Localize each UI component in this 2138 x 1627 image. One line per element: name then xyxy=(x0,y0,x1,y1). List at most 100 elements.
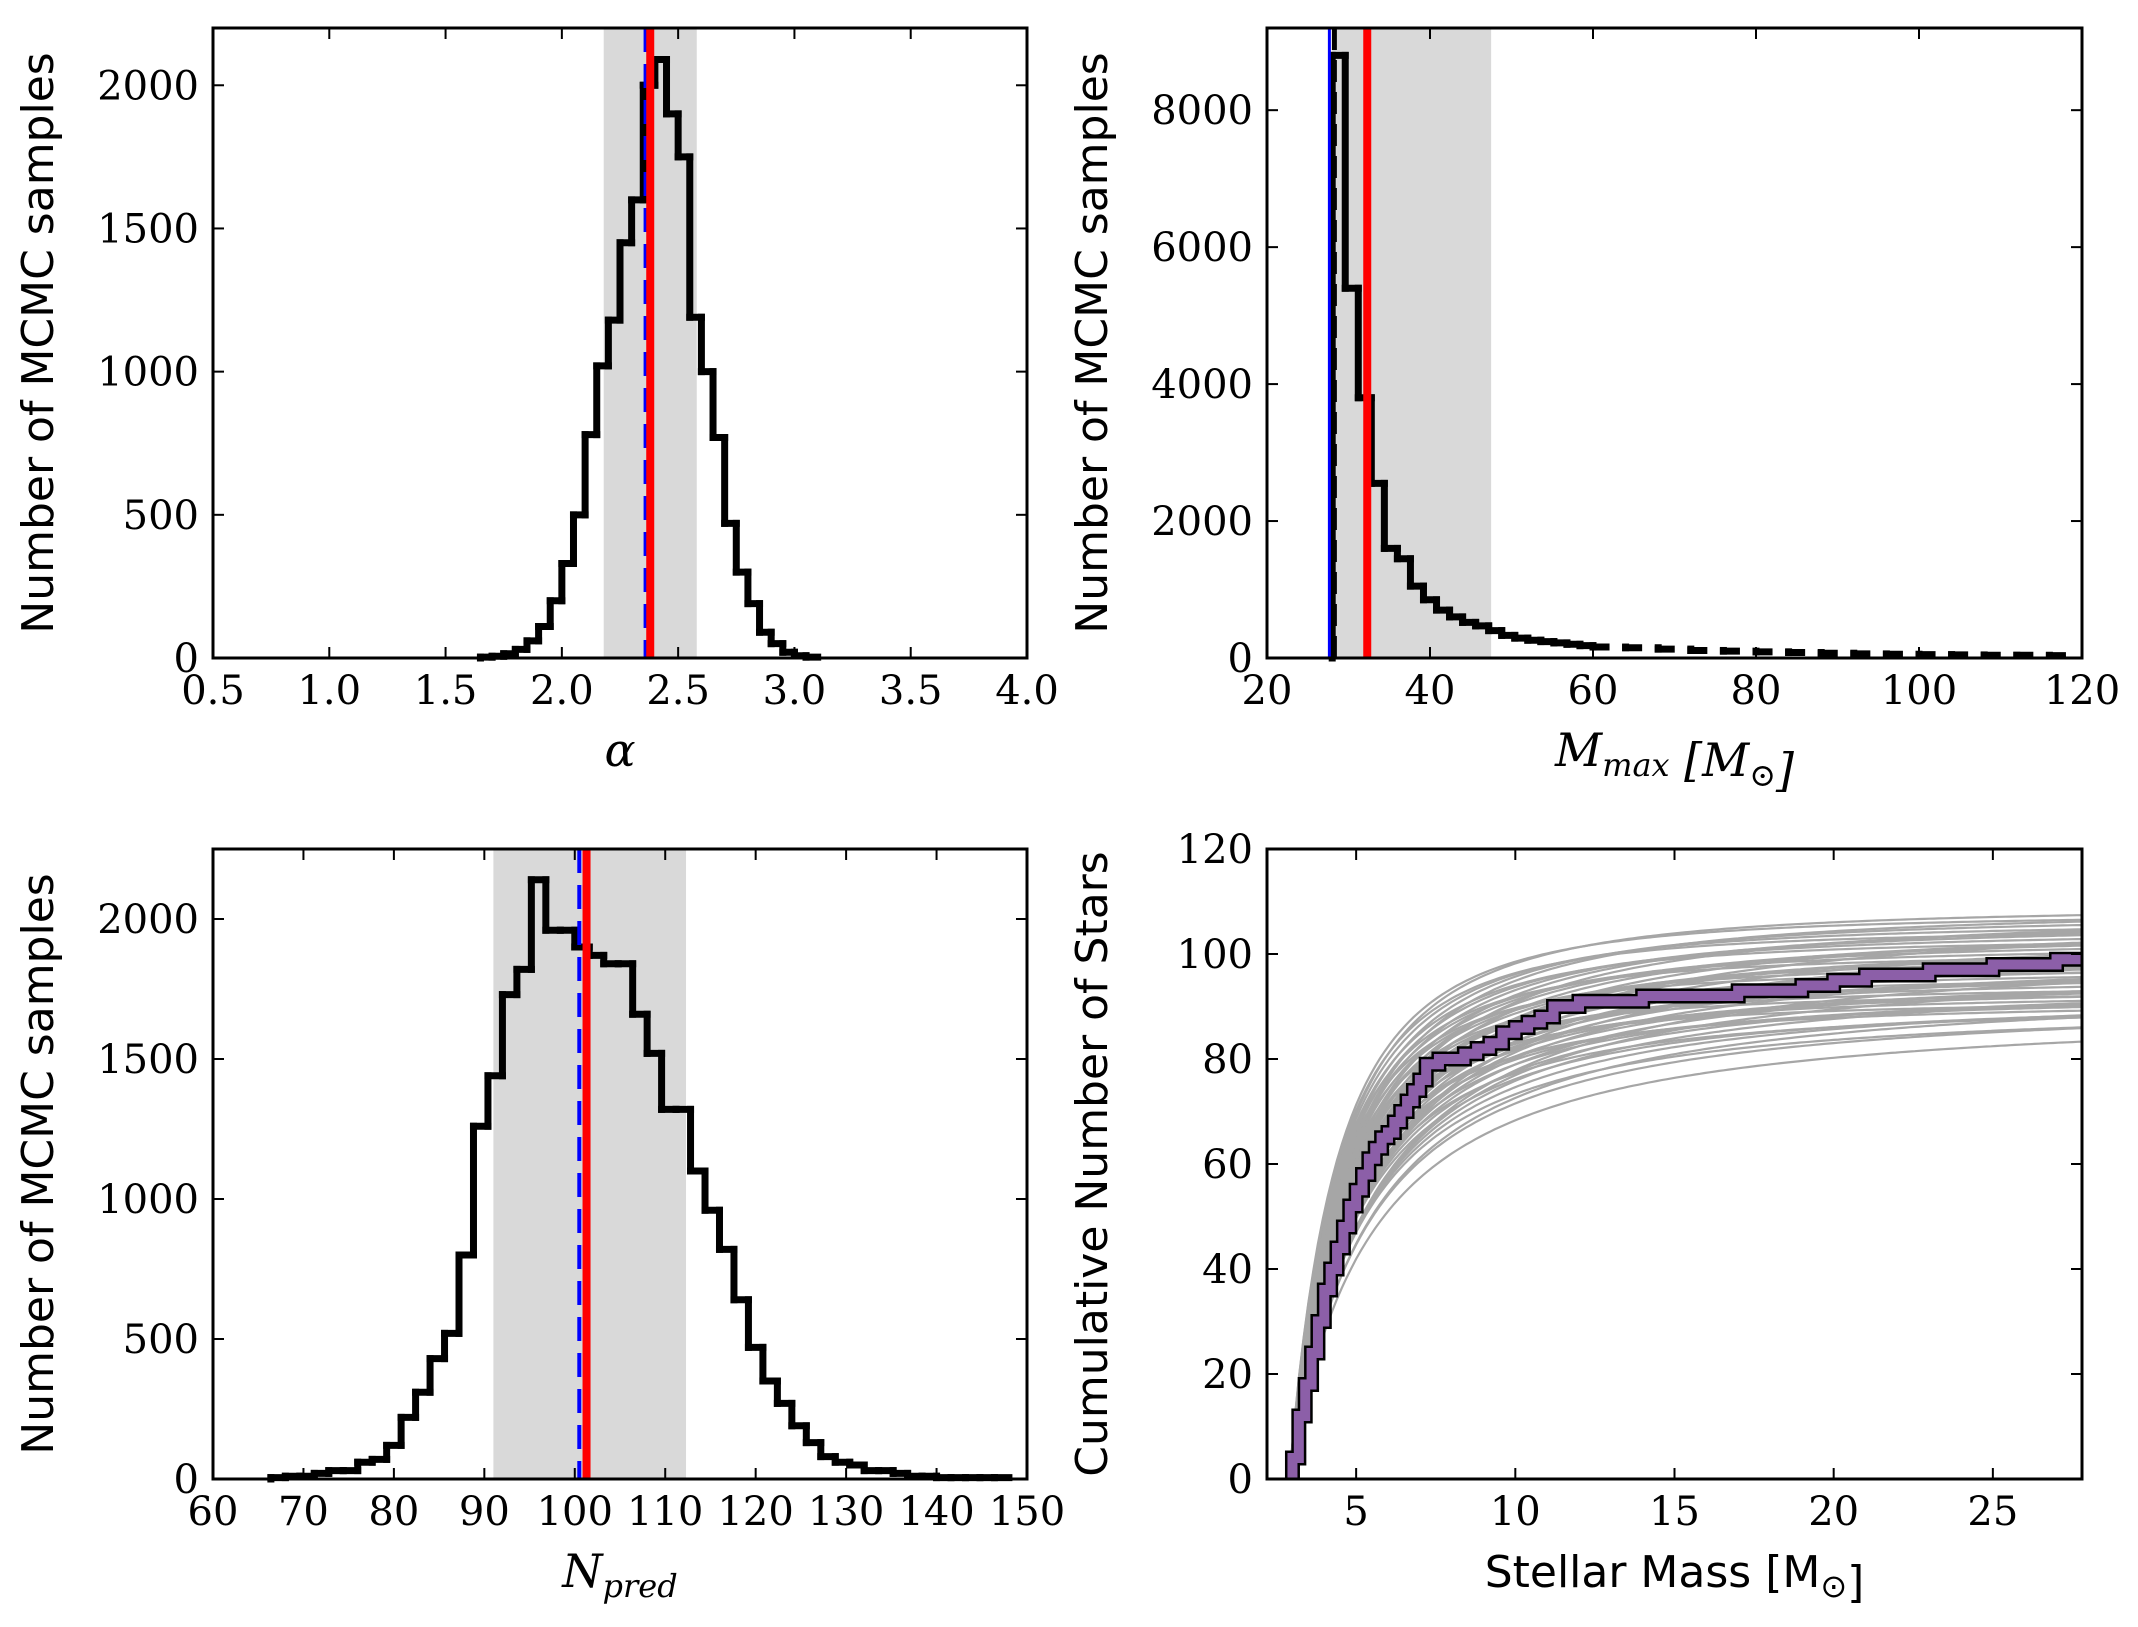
cumulative-y-tick-label: 80 xyxy=(1202,1037,1253,1083)
npred-x-tick-label: 150 xyxy=(989,1489,1065,1535)
cumulative-y-tick-label: 20 xyxy=(1202,1352,1253,1398)
alpha-x-tick-label: 1.5 xyxy=(414,668,478,714)
label-subscript: max xyxy=(1602,746,1669,784)
cumulative-model-curve xyxy=(1288,947,2082,1479)
cumulative-y-tick-label: 100 xyxy=(1177,932,1253,978)
alpha-x-axis-label: α xyxy=(604,723,635,777)
npred-y-tick-label: 500 xyxy=(123,1317,199,1363)
alpha-x-tick-label: 4.0 xyxy=(995,668,1059,714)
npred-x-axis-label: Npred xyxy=(561,1544,677,1605)
cumulative-y-tick-label: 120 xyxy=(1177,827,1253,873)
cumulative-axes-frame xyxy=(1265,847,2084,1481)
alpha-y-axis-label: Number of MCMC samples xyxy=(13,52,64,633)
label-subscript: pred xyxy=(603,1567,678,1605)
label-text: ] xyxy=(1775,743,1794,797)
mmax-x-tick-label: 60 xyxy=(1568,668,1619,714)
cumulative-y-tick-label: 60 xyxy=(1202,1142,1253,1188)
panel-mmax-histogram: 20 40 60 80 100 120 0 2000 4000 6000 8000 Mmax [M⊙… xyxy=(1067,26,2120,797)
alpha-ticks: 0.5 1.0 1.5 2.0 2.5 3.0 3.5 4.0 0 500 1000 1500 2000 xyxy=(97,28,1059,714)
label-subscript: ⊙ xyxy=(1749,756,1776,794)
cumulative-model-curve xyxy=(1288,1016,2082,1479)
panel-npred-histogram: 60 70 80 90 100 110 120 130 140 15005001000150020… xyxy=(13,847,1065,1605)
label-text: N xyxy=(561,1544,604,1598)
npred-plot-layer xyxy=(267,849,1013,1483)
cumulative-model-curve xyxy=(1288,923,2082,1479)
cumulative-model-curve xyxy=(1288,937,2082,1479)
cumulative-model-curve xyxy=(1288,928,2082,1479)
npred-y-tick-label: 1500 xyxy=(97,1037,199,1083)
cumulative-model-curve xyxy=(1288,1040,2082,1479)
cumulative-plot-layer xyxy=(1284,914,2082,1479)
mmax-x-tick-label: 40 xyxy=(1405,668,1456,714)
alpha-y-tick-label: 500 xyxy=(123,493,199,539)
cumulative-y-tick-label: 0 xyxy=(1228,1457,1253,1503)
cumulative-model-curve xyxy=(1288,1026,2082,1479)
mmax-y-tick-label: 0 xyxy=(1228,636,1253,682)
cumulative-ticks: 5 10 15 20 25 0 20 40 60 80 100 120 xyxy=(1177,827,2082,1535)
cumulative-model-curve xyxy=(1288,942,2082,1479)
alpha-axes-frame xyxy=(211,26,1029,660)
alpha-x-tick-label: 3.0 xyxy=(763,668,827,714)
cumulative-model-curve xyxy=(1288,914,2082,1479)
mmax-y-tick-label: 2000 xyxy=(1151,499,1253,545)
mmax-plot-layer xyxy=(1327,28,2066,662)
label-subscript: ⊙ xyxy=(1820,1567,1847,1605)
cumulative-x-tick-label: 10 xyxy=(1490,1489,1541,1535)
mmax-x-tick-label: 100 xyxy=(1881,668,1957,714)
alpha-x-tick-label: 2.0 xyxy=(530,668,594,714)
npred-x-tick-label: 60 xyxy=(188,1489,239,1535)
cumulative-model-curve xyxy=(1288,933,2082,1479)
cumulative-x-tick-label: 20 xyxy=(1808,1489,1859,1535)
npred-axes-frame xyxy=(211,847,1029,1481)
alpha-y-tick-label: 2000 xyxy=(97,63,199,109)
mmax-y-tick-label: 8000 xyxy=(1151,88,1253,134)
alpha-y-tick-label: 0 xyxy=(174,636,199,682)
panel-cumulative-stars: 5 10 15 20 25 0 20 40 60 80 100 120 Stellar Mass [M… xyxy=(1067,827,2084,1608)
npred-y-axis-label: Number of MCMC samples xyxy=(13,873,64,1454)
mmax-axes-frame xyxy=(1265,26,2084,660)
alpha-x-tick-label: 0.5 xyxy=(181,668,245,714)
alpha-x-tick-label: 3.5 xyxy=(879,668,943,714)
cumulative-model-curve xyxy=(1288,952,2082,1479)
label-text: Stellar Mass [M xyxy=(1485,1547,1821,1598)
cumulative-model-curve xyxy=(1288,1009,2082,1479)
cumulative-y-tick-label: 40 xyxy=(1202,1247,1253,1293)
mmax-x-tick-label: 80 xyxy=(1731,668,1782,714)
label-text: [M xyxy=(1670,733,1752,787)
npred-x-tick-label: 100 xyxy=(537,1489,613,1535)
cumulative-x-tick-label: 5 xyxy=(1343,1489,1368,1535)
npred-x-tick-label: 130 xyxy=(808,1489,884,1535)
cumulative-model-curve xyxy=(1288,956,2082,1479)
mmax-x-tick-label: 120 xyxy=(2044,668,2120,714)
npred-x-tick-label: 70 xyxy=(278,1489,329,1535)
label-text: M xyxy=(1554,723,1604,777)
mmax-x-tick-label: 20 xyxy=(1242,668,1293,714)
cumulative-x-axis-label: Stellar Mass [M⊙] xyxy=(1485,1547,1865,1608)
alpha-y-tick-label: 1500 xyxy=(97,206,199,252)
npred-y-tick-label: 1000 xyxy=(97,1177,199,1223)
alpha-plot-layer xyxy=(476,28,822,662)
mmax-y-axis-label: Number of MCMC samples xyxy=(1067,52,1118,633)
npred-x-tick-label: 80 xyxy=(368,1489,419,1535)
mmax-y-tick-label: 4000 xyxy=(1151,362,1253,408)
alpha-x-tick-label: 2.5 xyxy=(646,668,710,714)
npred-y-tick-label: 2000 xyxy=(97,897,199,943)
cumulative-model-curve xyxy=(1288,1016,2082,1479)
cumulative-model-curve xyxy=(1288,918,2082,1479)
cumulative-y-axis-label: Cumulative Number of Stars xyxy=(1067,851,1118,1476)
cumulative-clipped-group xyxy=(1284,914,2082,1479)
mmax-x-axis-label: Mmax [M⊙] xyxy=(1554,723,1794,797)
mmax-ticks: 20 40 60 80 100 120 0 2000 4000 6000 8000 xyxy=(1151,28,2120,714)
npred-x-tick-label: 120 xyxy=(717,1489,793,1535)
npred-x-tick-label: 90 xyxy=(459,1489,510,1535)
cumulative-x-tick-label: 25 xyxy=(1967,1489,2018,1535)
cumulative-x-tick-label: 15 xyxy=(1649,1489,1700,1535)
npred-y-tick-label: 0 xyxy=(174,1457,199,1503)
alpha-x-tick-label: 1.0 xyxy=(297,668,361,714)
cumulative-model-curve xyxy=(1288,1026,2082,1479)
npred-x-tick-label: 110 xyxy=(627,1489,703,1535)
panel-alpha-histogram: 0.5 1.0 1.5 2.0 2.5 3.0 3.5 4.0 0 500 1000 1500 2000… xyxy=(13,26,1059,777)
label-text: ] xyxy=(1847,1557,1864,1608)
